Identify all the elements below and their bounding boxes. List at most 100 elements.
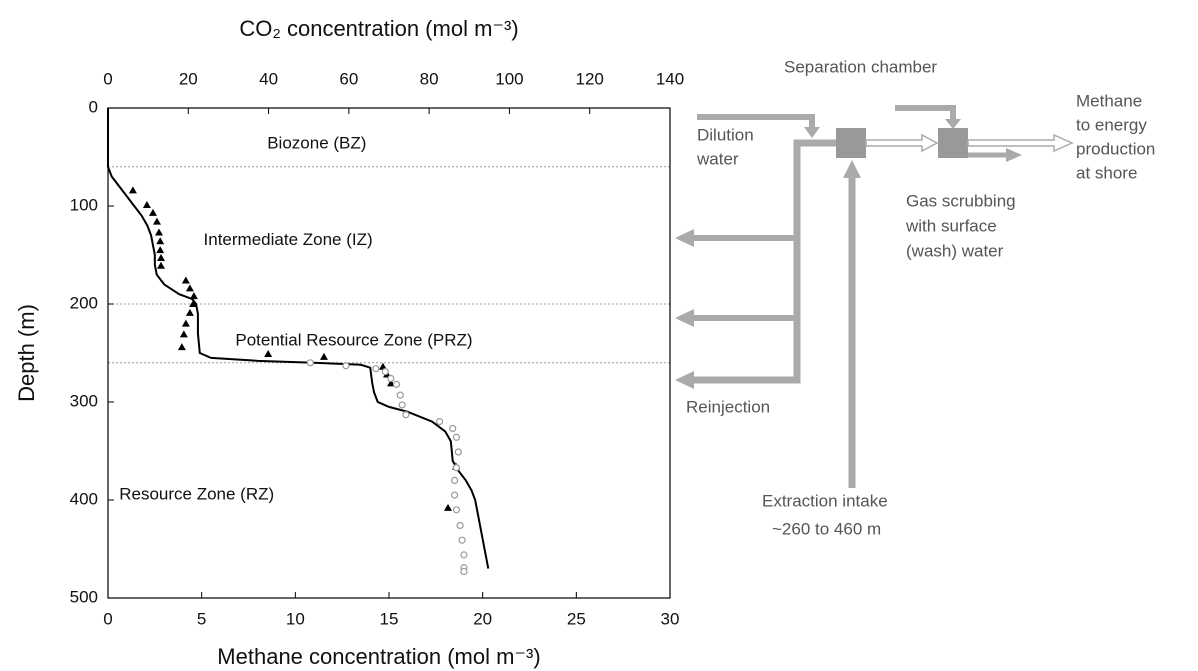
y-tick-label: 500 [70,587,98,606]
y-tick-label: 100 [70,195,98,214]
diagram-label: Reinjection [686,397,770,416]
wash-water-arrow [895,105,956,120]
circle-point [456,521,464,530]
reinjection-branch [690,235,797,321]
triangle-point [179,330,188,338]
diagram-label: production [1076,139,1155,158]
diagram-label: (wash) water [906,241,1004,260]
circle-point [387,374,395,383]
triangle-point [264,349,273,357]
x2-tick-label: 20 [179,69,198,88]
circle-point [450,476,459,484]
triangle-point [148,208,157,216]
zone-label: Resource Zone (RZ) [119,485,274,504]
triangle-point [156,253,165,261]
diagram-label: water [696,149,739,168]
triangle-point [189,300,198,307]
circle-point [306,359,314,367]
methane-profile [107,108,490,569]
circle-point [460,551,468,559]
arrowhead [675,371,694,389]
circle-point [452,506,461,514]
x-tick-label: 20 [473,609,492,628]
triangle-point [177,343,186,351]
zone-label: Potential Resource Zone (PRZ) [235,331,472,350]
circle-point [392,380,401,388]
triangle-point [185,308,194,316]
y-tick-label: 300 [70,391,98,410]
arrowhead [1006,148,1022,162]
y-axis-title: Depth (m) [14,304,39,402]
diagram-label: Separation chamber [784,57,937,76]
triangle-point [319,352,328,360]
x2-tick-label: 0 [103,69,112,88]
dilution-arrow [697,114,815,128]
triangle-point [189,292,198,300]
triangle-point [181,319,190,327]
diagram-label: at shore [1076,163,1137,182]
y-tick-label: 0 [89,97,98,116]
diagram-label: to energy [1076,115,1147,134]
circle-point [452,433,461,441]
circle-point [402,411,410,419]
triangle-point [154,228,163,236]
triangle-point [156,237,165,245]
circle-point [398,401,406,409]
x2-tick-label: 140 [656,69,684,88]
circle-point [458,536,466,544]
arrowhead [945,119,961,129]
circle-point [452,464,461,472]
x-tick-label: 5 [197,609,206,628]
circle-point [454,448,462,456]
diagram-label: Dilution [697,125,754,144]
triangle-point [156,261,165,269]
triangle-point [378,362,387,370]
triangle-point [181,276,190,284]
methane-arrow [967,133,1074,153]
y-tick-label: 400 [70,489,98,508]
circle-point [396,391,404,399]
x2-tick-label: 100 [495,69,523,88]
x2-tick-label: 40 [259,69,278,88]
arrowhead [675,309,694,327]
diagram-label: Methane [1076,91,1142,110]
plot-frame [107,107,671,599]
x2-tick-label: 120 [576,69,604,88]
circle-point [342,362,350,370]
x-axis-title: Methane concentration (mol m⁻³) [217,644,540,669]
reinjection-main [690,139,836,384]
circle-point [381,368,389,376]
zone-label: Biozone (BZ) [267,134,366,153]
circle-point [450,491,459,499]
triangle-point [156,246,165,254]
circle-point [435,418,444,426]
arrowhead [675,229,694,247]
triangle-point [142,201,151,209]
zone-label: Intermediate Zone (IZ) [204,230,373,249]
circle-point [372,365,380,373]
x-tick-label: 15 [380,609,399,628]
arrowhead [804,127,820,138]
arrowhead [843,160,861,178]
separation-chamber [836,128,866,158]
y-tick-label: 200 [70,293,98,312]
circle-point [460,567,468,576]
diagram-label: Gas scrubbing [906,191,1016,210]
diagram-label: with surface [905,216,997,235]
circle-point [449,424,457,433]
x2-axis-title: CO₂ concentration (mol m⁻³) [239,16,518,41]
x-tick-label: 30 [661,609,680,628]
diagram-label: Extraction intake [762,491,888,510]
x2-tick-label: 80 [420,69,439,88]
process-diagram [675,105,1074,488]
triangle-point [128,186,137,194]
x-tick-label: 25 [567,609,586,628]
x-tick-label: 10 [286,609,305,628]
gas-arrow [865,133,939,153]
triangle-point [444,503,453,511]
diagram-label: ~260 to 460 m [772,519,881,538]
scrubber [938,128,968,158]
x2-tick-label: 60 [339,69,358,88]
triangle-point [152,217,161,225]
